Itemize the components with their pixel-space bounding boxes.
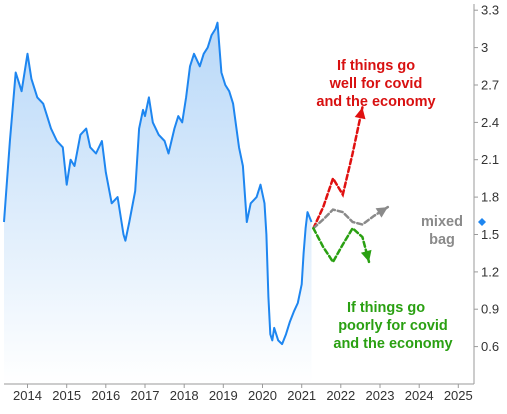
- annotation-neutral-line-2: bag: [429, 232, 455, 248]
- last-value-marker: [478, 218, 486, 226]
- y-ticks: 0.6 0.9 1.2 1.5 1.8 2.1 2.4 2.7 3 3.3: [474, 3, 499, 354]
- annotation-good-line-3: and the economy: [316, 94, 435, 110]
- projection-good-arrowhead: [354, 107, 366, 120]
- annotation-bad: If things go poorly for covid and the ec…: [333, 300, 452, 352]
- y-tick-label: 3.3: [481, 3, 499, 18]
- projection-bad-line: [312, 226, 371, 265]
- annotation-bad-line-1: If things go: [347, 300, 425, 316]
- annotation-good-line-2: well for covid: [329, 76, 423, 92]
- x-tick-label: 2024: [405, 388, 434, 403]
- x-tick-label: 2019: [209, 388, 238, 403]
- y-tick-label: 2.1: [481, 152, 499, 167]
- y-tick-label: 1.2: [481, 264, 499, 279]
- marker-layer: [478, 218, 486, 226]
- annotation-bad-line-3: and the economy: [333, 336, 452, 352]
- x-tick-label: 2023: [366, 388, 395, 403]
- annotation-good: If things go well for covid and the econ…: [316, 58, 435, 110]
- x-tick-label: 2025: [444, 388, 473, 403]
- projection-bad-arrowhead: [360, 249, 372, 262]
- x-tick-label: 2020: [248, 388, 277, 403]
- x-tick-label: 2015: [52, 388, 81, 403]
- axis-layer: 2014 2015 2016 2017 2018 2019 2020 2021 2022 2023…: [4, 3, 499, 403]
- projection-mixed-line: [312, 205, 390, 230]
- projection-layer: [312, 106, 390, 265]
- y-tick-label: 2.7: [481, 78, 499, 93]
- area-layer: [4, 22, 312, 384]
- x-tick-label: 2017: [131, 388, 160, 403]
- annotation-bad-line-2: poorly for covid: [338, 318, 448, 334]
- projection-good-line: [312, 106, 364, 230]
- annotation-neutral-line-1: mixed: [421, 214, 463, 230]
- x-ticks: 2014 2015 2016 2017 2018 2019 2020 2021 2022 2023…: [13, 384, 473, 403]
- y-tick-label: 0.9: [481, 302, 499, 317]
- annotation-neutral: mixed bag: [421, 214, 463, 248]
- x-tick-label: 2022: [326, 388, 355, 403]
- y-tick-label: 0.6: [481, 339, 499, 354]
- x-tick-label: 2014: [13, 388, 42, 403]
- y-tick-label: 2.4: [481, 115, 499, 130]
- x-tick-label: 2018: [170, 388, 199, 403]
- x-tick-label: 2021: [287, 388, 316, 403]
- projection-mixed-arrowhead: [375, 207, 388, 218]
- line-layer: [3, 21, 313, 346]
- x-tick-label: 2016: [91, 388, 120, 403]
- series-area: [4, 22, 312, 384]
- annotation-good-line-1: If things go: [337, 58, 415, 74]
- series-line: [3, 21, 313, 346]
- y-tick-label: 3: [481, 40, 488, 55]
- y-tick-label: 1.5: [481, 227, 499, 242]
- y-tick-label: 1.8: [481, 190, 499, 205]
